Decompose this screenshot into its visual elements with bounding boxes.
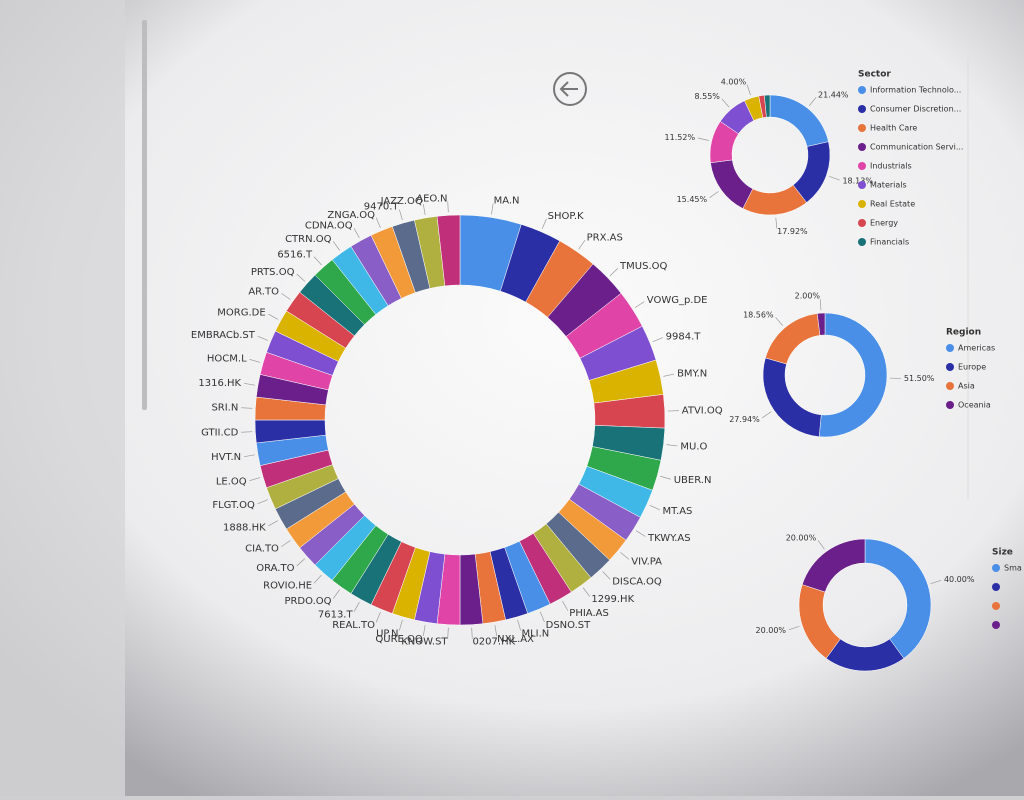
data-label: 40.00% (944, 575, 975, 584)
legend-label: Europe (958, 363, 986, 372)
segment-label: ORA.TO (256, 563, 294, 574)
segment-label: PRTS.OQ (251, 267, 295, 278)
data-label: 18.56% (743, 311, 774, 320)
legend-swatch (946, 382, 954, 390)
segment-label: REAL.TO (332, 620, 375, 631)
legend-label: Asia (958, 382, 975, 391)
segment-label: 1316.HK (198, 378, 241, 389)
side-panel (0, 0, 125, 796)
scrollbar (142, 20, 147, 410)
data-label: 2.00% (795, 292, 821, 301)
segment-label: MT.AS (662, 506, 692, 517)
legend-title: Sector (858, 70, 891, 80)
segment-label: MU.O (680, 441, 707, 452)
segment-label: VIV.PA (631, 556, 662, 567)
segment-label: UP.N (376, 628, 398, 639)
legend-swatch (858, 124, 866, 132)
legend-label: Oceania (958, 401, 991, 410)
segment-label: TMUS.OQ (619, 261, 667, 272)
segment-label: 9984.T (666, 331, 702, 342)
segment-label: FLGT.OQ (212, 500, 255, 511)
data-label: 51.50% (904, 374, 935, 383)
segment-label: VOWG_p.DE (647, 295, 708, 306)
legend-label: Materials (870, 181, 907, 190)
segment-label: MORG.DE (217, 308, 265, 319)
segment-label: SRI.N (211, 403, 238, 414)
data-label: 17.92% (777, 227, 808, 236)
segment-label: TKWY.AS (647, 533, 691, 544)
legend-swatch (992, 583, 1000, 591)
segment-label: UBER.N (674, 475, 712, 486)
segment-label: CIA.TO (245, 543, 279, 554)
segment-label: SHOP.K (548, 211, 584, 222)
data-label: 15.45% (677, 195, 708, 204)
legend-swatch (858, 143, 866, 151)
segment-label: 1299.HK (591, 594, 634, 605)
segment-label: AEO.N (416, 193, 447, 204)
data-label: 21.44% (818, 90, 849, 99)
segment-label: PRX.AS (587, 233, 623, 244)
data-label: 4.00% (721, 77, 747, 86)
segment-label: 1888.HK (223, 522, 266, 533)
legend-label: Communication Servi... (870, 143, 963, 152)
legend-label: Financials (870, 238, 909, 247)
legend-swatch (858, 238, 866, 246)
legend-title: Size (992, 548, 1013, 558)
data-label: 11.52% (665, 133, 696, 142)
segment-label: DISCA.OQ (612, 577, 662, 588)
segment-label: AR.TO (248, 287, 279, 298)
legend-label: Health Care (870, 124, 917, 133)
legend-swatch (858, 105, 866, 113)
legend-swatch (858, 181, 866, 189)
legend-label: Americas (958, 344, 995, 353)
data-label: 8.55% (694, 92, 720, 101)
legend-swatch (946, 401, 954, 409)
data-label: 20.00% (756, 626, 787, 635)
legend-label: Energy (870, 219, 898, 228)
legend-swatch (946, 363, 954, 371)
legend-swatch (992, 602, 1000, 610)
segment-label: 0207.HK (472, 637, 515, 648)
legend-label: Real Estate (870, 200, 915, 209)
legend-title: Region (946, 328, 981, 338)
data-label: 20.00% (786, 533, 817, 542)
segment-label: BMY.N (677, 368, 707, 379)
segment-label: DSNO.ST (546, 620, 592, 631)
segment-label: PHIA.AS (569, 608, 609, 619)
segment-label: PRDO.OQ (284, 596, 331, 607)
legend-swatch (858, 200, 866, 208)
legend-label: Information Technolo... (870, 86, 961, 95)
legend-swatch (858, 162, 866, 170)
legend-swatch (858, 86, 866, 94)
legend-swatch (946, 344, 954, 352)
segment-label: CDNA.OQ (305, 221, 353, 232)
segment-label: 6516.T (277, 249, 313, 260)
segment-label: 7613.T (318, 609, 354, 620)
segment-label: MA.N (494, 196, 520, 207)
legend-swatch (992, 564, 1000, 572)
data-label: 27.94% (729, 415, 760, 424)
legend-swatch (858, 219, 866, 227)
segment-label: GTII.CD (201, 427, 239, 438)
data-label: 18.13% (842, 177, 873, 186)
legend-label: Sma (1004, 564, 1022, 573)
segment-label: ROVIO.HE (263, 581, 312, 592)
legend-swatch (992, 621, 1000, 629)
segment-label: EMBRACb.ST (191, 330, 256, 341)
legend-label: Industrials (870, 162, 912, 171)
segment-label: HOCM.L (207, 354, 247, 365)
segment-label: ATVI.OQ (682, 405, 723, 416)
legend-label: Consumer Discretion... (870, 105, 961, 114)
segment-label: CTRN.OQ (285, 234, 332, 245)
segment-label: LE.OQ (216, 476, 247, 487)
segment-label: HVT.N (211, 452, 241, 463)
